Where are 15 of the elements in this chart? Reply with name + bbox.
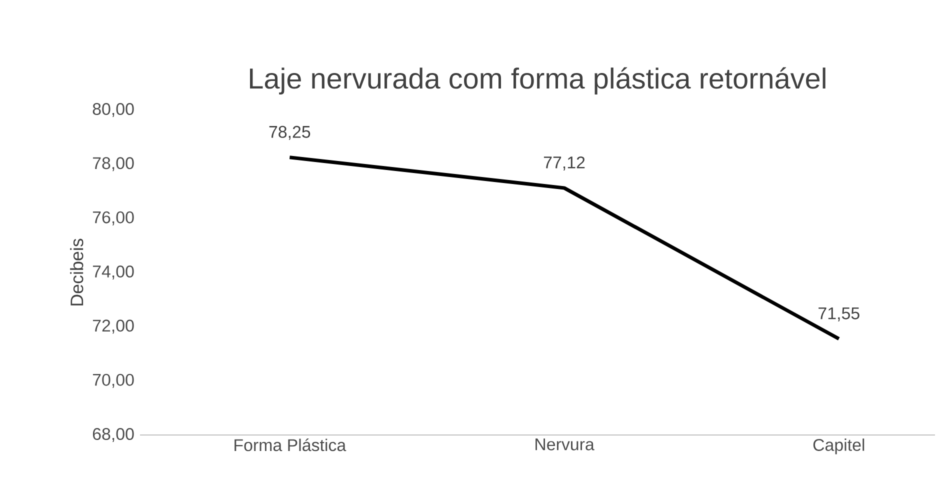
y-tick-label: 68,00 — [92, 428, 134, 442]
y-tick-label: 78,00 — [92, 157, 134, 172]
chart-title: Laje nervurada com forma plástica retornável — [250, 67, 826, 95]
y-tick-label: 80,00 — [92, 103, 134, 117]
data-label: 77,12 — [544, 156, 585, 170]
y-axis-title: Decibeis — [70, 238, 84, 306]
x-tick-label: Capitel — [813, 438, 864, 454]
y-tick-label: 70,00 — [92, 374, 134, 388]
data-label: 71,55 — [818, 308, 860, 322]
y-tick-label: 74,00 — [92, 266, 134, 280]
x-tick-label: Nervura — [536, 438, 594, 450]
x-tick-label: Forma Plástica — [234, 438, 346, 452]
data-label: 78,25 — [269, 126, 310, 140]
y-tick-label: 76,00 — [92, 211, 134, 226]
y-tick-label: 72,00 — [92, 320, 134, 334]
